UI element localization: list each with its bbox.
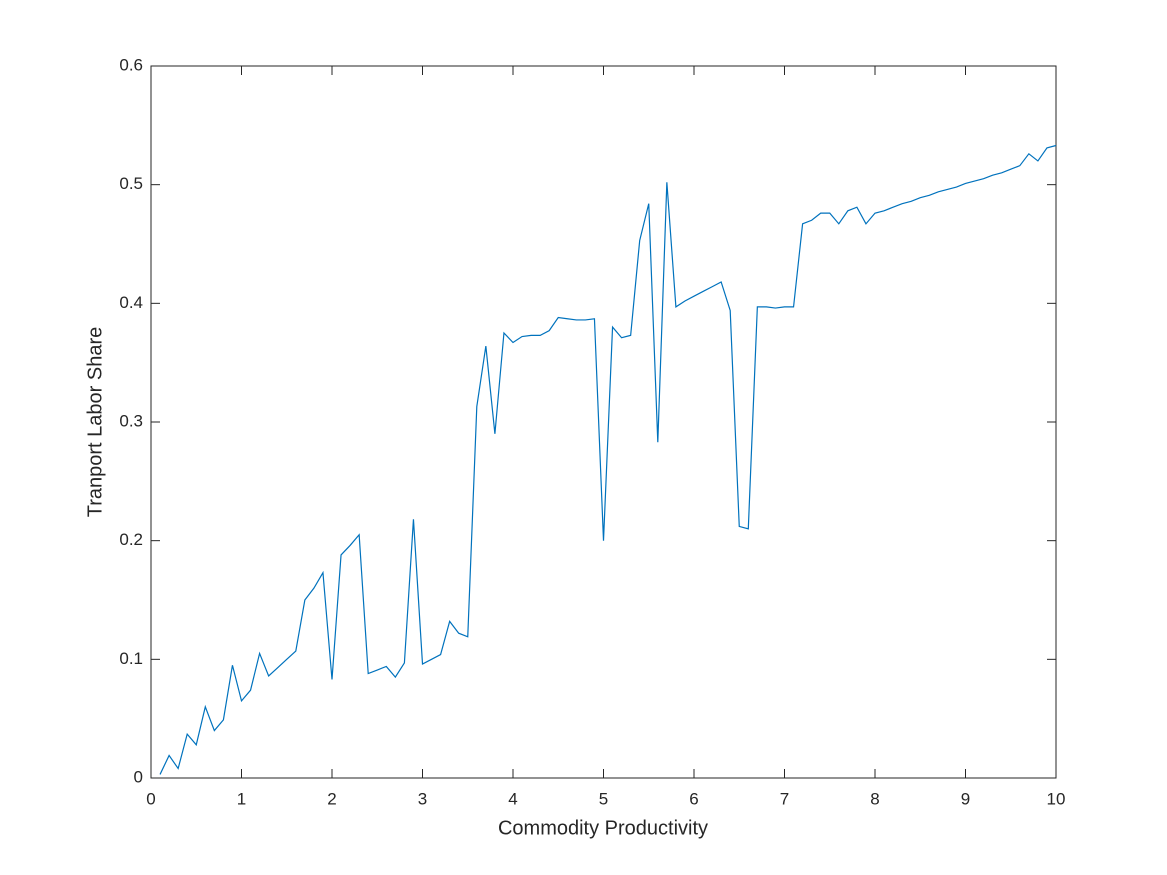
x-axis-label: Commodity Productivity [498,817,708,839]
y-tick-label: 0 [134,767,143,786]
y-tick-label: 0.6 [119,55,143,74]
y-tick-label: 0.5 [119,174,143,193]
y-tick-label: 0.1 [119,649,143,668]
data-line [159,144,1057,775]
x-tick-label: 4 [508,789,517,808]
x-tick-label: 9 [961,789,970,808]
x-tick-label: 3 [418,789,427,808]
x-tick-label: 6 [689,789,698,808]
x-tick-label: 7 [780,789,789,808]
y-tick-label: 0.4 [119,293,143,312]
y-axis-label: Tranport Labor Share [84,327,106,517]
x-tick-label: 8 [870,789,879,808]
plot-box [150,65,1057,779]
x-tick-label: 1 [237,789,246,808]
y-tick-label: 0.3 [119,411,143,430]
x-tick-label: 0 [146,789,155,808]
x-tick-label: 10 [1047,789,1066,808]
y-tick-label: 0.2 [119,530,143,549]
x-tick-label: 5 [599,789,608,808]
x-tick-label: 2 [327,789,336,808]
